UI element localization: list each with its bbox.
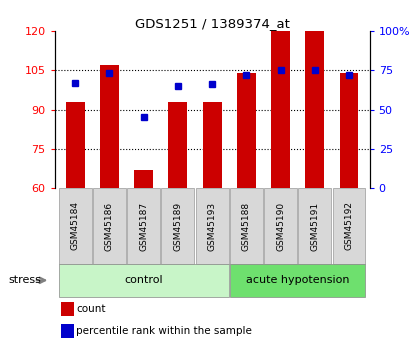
Bar bbox=[237, 73, 256, 188]
Bar bbox=[203, 102, 221, 188]
Bar bbox=[100, 65, 119, 188]
Text: percentile rank within the sample: percentile rank within the sample bbox=[76, 326, 252, 336]
Text: count: count bbox=[76, 304, 106, 314]
Bar bbox=[298, 188, 331, 264]
Bar bbox=[134, 170, 153, 188]
Text: GSM45189: GSM45189 bbox=[173, 201, 182, 250]
Text: acute hypotension: acute hypotension bbox=[246, 275, 349, 285]
Text: GSM45190: GSM45190 bbox=[276, 201, 285, 250]
Text: GSM45188: GSM45188 bbox=[242, 201, 251, 250]
Bar bbox=[59, 188, 92, 264]
Bar bbox=[66, 102, 84, 188]
Bar bbox=[59, 264, 228, 297]
Title: GDS1251 / 1389374_at: GDS1251 / 1389374_at bbox=[135, 17, 289, 30]
Bar bbox=[93, 188, 126, 264]
Bar bbox=[61, 303, 74, 316]
Bar bbox=[196, 188, 228, 264]
Text: stress: stress bbox=[8, 275, 41, 285]
Bar bbox=[127, 188, 160, 264]
Bar bbox=[271, 31, 290, 188]
Bar bbox=[264, 188, 297, 264]
Text: GSM45184: GSM45184 bbox=[71, 201, 80, 250]
Text: GSM45192: GSM45192 bbox=[344, 201, 354, 250]
Text: GSM45186: GSM45186 bbox=[105, 201, 114, 250]
Bar bbox=[161, 188, 194, 264]
Text: GSM45191: GSM45191 bbox=[310, 201, 319, 250]
Text: GSM45193: GSM45193 bbox=[207, 201, 217, 250]
Bar bbox=[333, 188, 365, 264]
Bar bbox=[305, 31, 324, 188]
Bar bbox=[230, 264, 365, 297]
Bar bbox=[168, 102, 187, 188]
Bar bbox=[61, 324, 74, 338]
Bar bbox=[230, 188, 263, 264]
Text: control: control bbox=[124, 275, 163, 285]
Bar bbox=[340, 73, 359, 188]
Text: GSM45187: GSM45187 bbox=[139, 201, 148, 250]
